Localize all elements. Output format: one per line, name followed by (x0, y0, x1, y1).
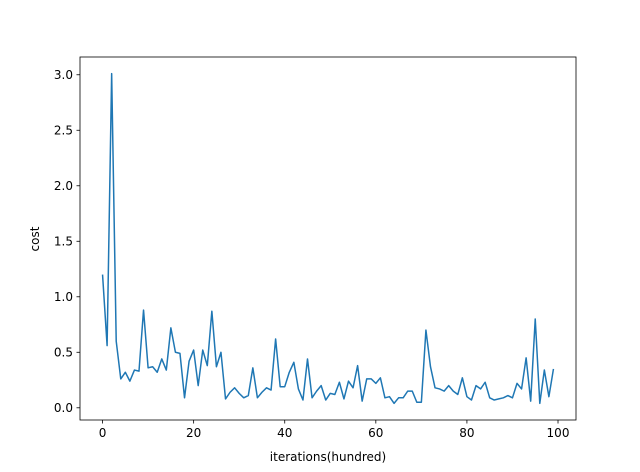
y-tick-label: 2.5 (54, 123, 73, 137)
y-tick-label: 0.5 (54, 345, 73, 359)
y-tick-label: 0.0 (54, 401, 73, 415)
y-tick-label: 1.5 (54, 234, 73, 248)
y-tick-label: 2.0 (54, 179, 73, 193)
x-tick-label: 0 (99, 426, 107, 440)
x-tick-label: 100 (547, 426, 570, 440)
line (101, 72, 555, 405)
x-tick-label: 40 (277, 426, 292, 440)
x-tick-label: 20 (186, 426, 201, 440)
x-axis-label: iterations(hundred) (270, 450, 386, 464)
y-axis-label: cost (28, 226, 42, 251)
x-tick-label: 80 (459, 426, 474, 440)
y-tick-label: 3.0 (54, 68, 73, 82)
x-tick-label: 60 (368, 426, 383, 440)
plot-frame (79, 56, 577, 421)
y-tick-label: 1.0 (54, 290, 73, 304)
